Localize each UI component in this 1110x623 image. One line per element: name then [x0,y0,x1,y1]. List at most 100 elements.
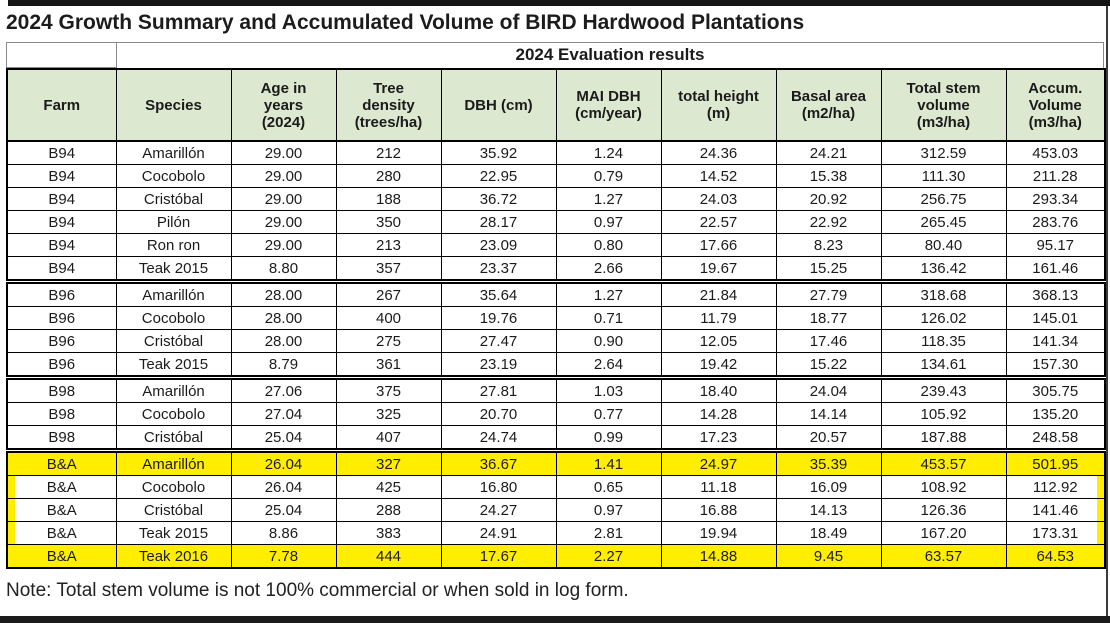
table-cell: Cristóbal [115,329,232,353]
table-cell: B94 [6,233,117,257]
table-cell: 134.61 [880,352,1007,378]
table-cell: 8.23 [775,233,882,257]
column-header: Age in years (2024) [230,68,337,142]
table-cell: 248.58 [1005,425,1106,451]
table-row: B&A Cristóbal 25.04 288 24.27 0.97 16.88 14.13 1… [6,498,1106,522]
eval-corner-cell [6,42,116,68]
right-border-line [1106,6,1108,616]
table-cell: 20.57 [775,425,882,451]
table-cell: Cristóbal [115,187,232,211]
table-row: B96 Amarillón 28.00 267 35.64 1.27 21.84 27.79 3… [6,279,1106,307]
table-cell: B94 [6,256,117,282]
table-cell: 187.88 [880,425,1007,451]
table-cell: 29.00 [230,233,337,257]
table-cell: 1.03 [555,375,662,403]
table-cell: B96 [6,306,117,330]
table-cell: 383 [335,521,442,545]
table-cell: 27.81 [440,375,557,403]
table-cell: 400 [335,306,442,330]
table-cell: 188 [335,187,442,211]
table-cell: 29.00 [230,140,337,165]
table-cell: B&A [6,544,117,569]
table-cell: 35.64 [440,279,557,307]
table-cell: 12.05 [660,329,777,353]
table-cell: 17.67 [440,544,557,569]
table-cell: 24.21 [775,140,882,165]
table-cell: Teak 2015 [115,521,232,545]
table-cell: 23.37 [440,256,557,282]
table-cell: B94 [6,164,117,188]
table-cell: 28.00 [230,329,337,353]
bottom-border-bar [0,616,1110,623]
table-cell: 318.68 [880,279,1007,307]
table-cell: B96 [6,279,117,307]
table-header-row: Farm Species Age in years (2024) Tree densi… [6,68,1106,142]
table-cell: 17.23 [660,425,777,451]
table-cell: 2.64 [555,352,662,378]
table-cell: Cocobolo [115,402,232,426]
table-cell: B98 [6,375,117,403]
table-cell: 361 [335,352,442,378]
table-cell: 22.92 [775,210,882,234]
column-header: total height (m) [660,68,777,142]
table-cell: 312.59 [880,140,1007,165]
table-cell: 18.77 [775,306,882,330]
table-cell: 126.02 [880,306,1007,330]
table-cell: 27.79 [775,279,882,307]
table-cell: 15.22 [775,352,882,378]
table-cell: 19.76 [440,306,557,330]
table-row: B98 Cristóbal 25.04 407 24.74 0.99 17.23 20.57 1… [6,425,1106,451]
table-cell: 29.00 [230,164,337,188]
table-cell: 28.00 [230,306,337,330]
table-row: B94 Teak 2015 8.80 357 23.37 2.66 19.67 15.25 13… [6,256,1106,282]
table-cell: Amarillón [115,448,232,476]
table-cell: 19.67 [660,256,777,282]
table-cell: 0.79 [555,164,662,188]
table-cell: 80.40 [880,233,1007,257]
table-cell: 23.19 [440,352,557,378]
table-cell: 167.20 [880,521,1007,545]
table-cell: 2.27 [555,544,662,569]
table-cell: 0.97 [555,210,662,234]
table-cell: 24.03 [660,187,777,211]
table-cell: Teak 2016 [115,544,232,569]
table-cell: 136.42 [880,256,1007,282]
table-cell: Cocobolo [115,475,232,499]
page-title: 2024 Growth Summary and Accumulated Volu… [6,11,805,34]
table-cell: 0.65 [555,475,662,499]
table-cell: Cocobolo [115,306,232,330]
table-cell: 35.39 [775,448,882,476]
table-cell: B94 [6,187,117,211]
table-cell: 24.74 [440,425,557,451]
table-cell: B98 [6,402,117,426]
table-cell: 16.88 [660,498,777,522]
table-cell: 453.03 [1005,140,1106,165]
table-cell: 275 [335,329,442,353]
table-cell: 0.97 [555,498,662,522]
table-cell: 501.95 [1005,448,1106,476]
eval-results-header-row: 2024 Evaluation results [6,42,1104,68]
table-row: B98 Cocobolo 27.04 325 20.70 0.77 14.28 14.14 10… [6,402,1106,426]
table-cell: 27.06 [230,375,337,403]
table-cell: 17.66 [660,233,777,257]
table-cell: 161.46 [1005,256,1106,282]
table-cell: 267 [335,279,442,307]
table-row: B94 Cocobolo 29.00 280 22.95 0.79 14.52 15.38 11… [6,164,1106,188]
table-cell: 305.75 [1005,375,1106,403]
table-cell: 1.27 [555,187,662,211]
table-cell: 288 [335,498,442,522]
table-cell: 64.53 [1005,544,1106,569]
column-header: DBH (cm) [440,68,557,142]
top-border-bar [8,0,1110,6]
table-cell: 213 [335,233,442,257]
table-cell: 350 [335,210,442,234]
table-cell: 29.00 [230,187,337,211]
table-row: B94 Cristóbal 29.00 188 36.72 1.27 24.03 20.92 2… [6,187,1106,211]
table-cell: 1.41 [555,448,662,476]
table-cell: 2.81 [555,521,662,545]
table-cell: 28.17 [440,210,557,234]
table-cell: Pilón [115,210,232,234]
table-cell: 212 [335,140,442,165]
table-cell: 36.72 [440,187,557,211]
table-cell: 0.77 [555,402,662,426]
